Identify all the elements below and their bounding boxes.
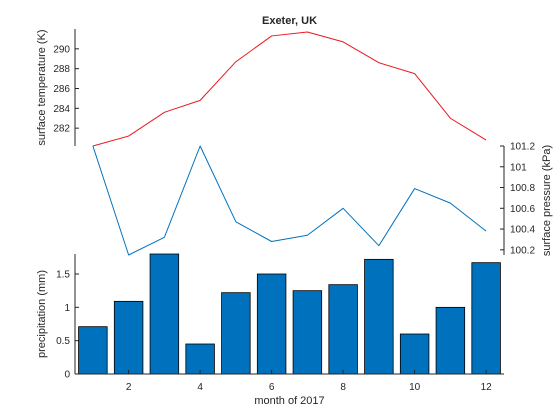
x-tick-label: 12 xyxy=(481,382,493,393)
y-tick-label: 0.5 xyxy=(56,336,70,347)
y-axis-label: precipitation (mm) xyxy=(36,270,48,358)
series-line-1-0 xyxy=(92,145,487,256)
precipitation-bar xyxy=(328,284,358,375)
y-tick-label: 290 xyxy=(53,44,70,55)
series-line-0-0 xyxy=(92,31,487,147)
precipitation-bar xyxy=(185,343,215,375)
y-tick-label: 101 xyxy=(510,162,527,173)
precipitation-bar xyxy=(435,306,466,375)
y-axis-label: surface temperature (K) xyxy=(36,29,48,145)
x-tick-label: 8 xyxy=(340,382,346,393)
precipitation-bar xyxy=(113,300,144,375)
y-tick-label: 284 xyxy=(53,104,70,115)
y-tick-label: 100.2 xyxy=(510,245,535,256)
x-tick-label: 6 xyxy=(269,382,275,393)
y-tick-label: 101.2 xyxy=(510,142,535,153)
precipitation-bar xyxy=(149,253,180,375)
y-tick-label: 0 xyxy=(64,370,70,381)
x-tick-label: 4 xyxy=(197,382,203,393)
precipitation-bar xyxy=(399,333,430,375)
y-tick-label: 288 xyxy=(53,64,70,75)
precipitation-bar xyxy=(256,273,287,375)
precipitation-bar xyxy=(364,258,394,375)
y-tick-label: 1.5 xyxy=(56,270,70,281)
x-axis-label: month of 2017 xyxy=(254,395,324,407)
y-tick-label: 286 xyxy=(53,84,70,95)
temperature-panel: 282 284 286 288 290 surface temperature (K) Ex… xyxy=(36,15,487,147)
x-tick-label: 10 xyxy=(409,382,421,393)
y-axis-label: surface pressure (kPa) xyxy=(541,145,553,256)
pressure-panel: 100.2 100.4 100.6 100.8 101 101.2 surface pres… xyxy=(92,142,553,256)
y-tick-label: 100.4 xyxy=(510,225,535,236)
y-tick-label: 100.8 xyxy=(510,183,535,194)
precipitation-bar xyxy=(78,326,108,375)
y-tick-label: 282 xyxy=(53,124,70,135)
chart-title: Exeter, UK xyxy=(262,15,317,27)
y-tick-label: 1 xyxy=(64,303,70,314)
y-tick-label: 100.6 xyxy=(510,204,535,215)
precipitation-bar xyxy=(471,262,501,375)
x-tick-label: 2 xyxy=(126,382,132,393)
precipitation-bar xyxy=(292,290,323,375)
precipitation-panel: 0 0.5 1 1.5 precipitation (mm) 2 4 6 8 10 12 month … xyxy=(36,253,504,407)
precipitation-bar xyxy=(221,292,251,375)
